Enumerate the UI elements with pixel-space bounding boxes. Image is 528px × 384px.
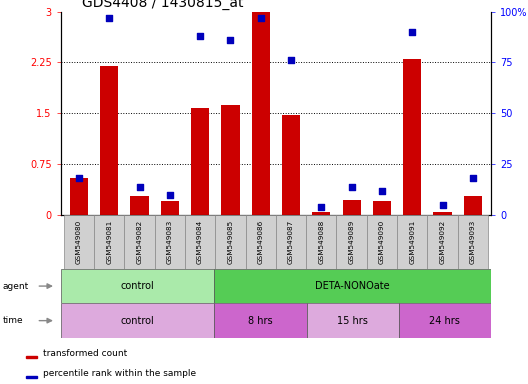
Point [226, 37, 234, 43]
Bar [26, 356, 36, 358]
Bar [221, 105, 240, 215]
FancyBboxPatch shape [336, 215, 367, 269]
FancyBboxPatch shape [367, 215, 397, 269]
FancyBboxPatch shape [397, 215, 427, 269]
Text: GSM549091: GSM549091 [409, 220, 415, 264]
Text: GSM549087: GSM549087 [288, 220, 294, 264]
Point [469, 175, 477, 182]
Bar [70, 178, 88, 215]
Bar [312, 212, 331, 215]
FancyBboxPatch shape [214, 303, 307, 338]
FancyBboxPatch shape [458, 215, 488, 269]
Text: DETA-NONOate: DETA-NONOate [315, 281, 390, 291]
Bar [343, 200, 361, 215]
Text: GSM549080: GSM549080 [76, 220, 82, 264]
Bar [403, 59, 421, 215]
Point [287, 57, 295, 63]
FancyBboxPatch shape [246, 215, 276, 269]
Text: GSM549088: GSM549088 [318, 220, 324, 264]
FancyBboxPatch shape [185, 215, 215, 269]
Text: GSM549092: GSM549092 [439, 220, 446, 264]
Text: percentile rank within the sample: percentile rank within the sample [43, 369, 196, 377]
Bar [282, 115, 300, 215]
FancyBboxPatch shape [276, 215, 306, 269]
FancyBboxPatch shape [306, 215, 336, 269]
Point [317, 204, 326, 210]
Bar [252, 12, 270, 215]
FancyBboxPatch shape [215, 215, 246, 269]
Text: GSM549089: GSM549089 [348, 220, 355, 264]
Text: transformed count: transformed count [43, 349, 127, 358]
FancyBboxPatch shape [399, 303, 491, 338]
Text: GDS4408 / 1430815_at: GDS4408 / 1430815_at [82, 0, 244, 10]
Point [74, 175, 83, 182]
Bar [130, 196, 148, 215]
Point [347, 184, 356, 190]
Text: 8 hrs: 8 hrs [248, 316, 273, 326]
FancyBboxPatch shape [214, 269, 491, 303]
Point [408, 29, 417, 35]
FancyBboxPatch shape [155, 215, 185, 269]
FancyBboxPatch shape [427, 215, 458, 269]
Bar [433, 212, 451, 215]
Text: time: time [3, 316, 23, 325]
Bar [191, 108, 209, 215]
Point [257, 15, 265, 21]
FancyBboxPatch shape [61, 303, 214, 338]
Bar [100, 66, 118, 215]
Point [135, 184, 144, 190]
Text: 24 hrs: 24 hrs [429, 316, 460, 326]
Text: GSM549085: GSM549085 [228, 220, 233, 264]
Text: GSM549093: GSM549093 [470, 220, 476, 264]
Point [438, 202, 447, 208]
Text: GSM549084: GSM549084 [197, 220, 203, 264]
Text: control: control [121, 316, 154, 326]
FancyBboxPatch shape [61, 269, 214, 303]
Bar [26, 376, 36, 378]
FancyBboxPatch shape [307, 303, 399, 338]
Point [196, 33, 204, 39]
Bar [161, 202, 179, 215]
FancyBboxPatch shape [64, 215, 94, 269]
FancyBboxPatch shape [94, 215, 125, 269]
Point [105, 15, 114, 21]
Bar [373, 202, 391, 215]
FancyBboxPatch shape [125, 215, 155, 269]
Text: 15 hrs: 15 hrs [337, 316, 368, 326]
Point [378, 187, 386, 194]
Text: agent: agent [3, 281, 29, 291]
Text: GSM549081: GSM549081 [106, 220, 112, 264]
Text: control: control [121, 281, 154, 291]
Text: GSM549083: GSM549083 [167, 220, 173, 264]
Bar [464, 196, 482, 215]
Point [166, 192, 174, 198]
Text: GSM549090: GSM549090 [379, 220, 385, 264]
Text: GSM549082: GSM549082 [137, 220, 143, 264]
Text: GSM549086: GSM549086 [258, 220, 263, 264]
